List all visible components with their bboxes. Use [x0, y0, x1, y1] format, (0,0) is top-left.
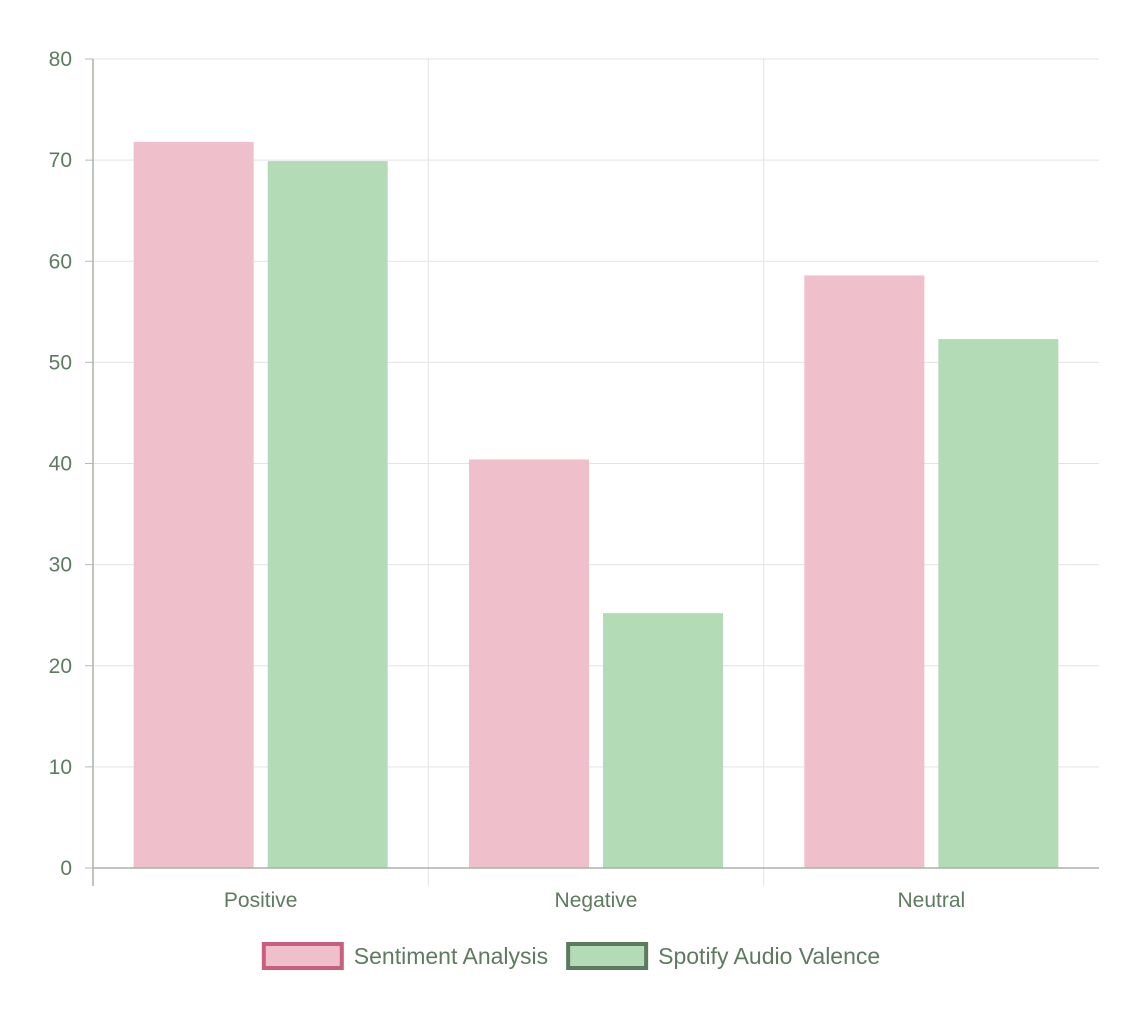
bar-spotify-audio-valence-neutral[interactable] — [938, 339, 1059, 869]
x-tick-label: Negative — [555, 889, 638, 912]
y-tick-label: 70 — [49, 149, 72, 172]
y-tick-label: 20 — [49, 655, 72, 678]
y-tick-label: 60 — [49, 250, 72, 273]
grid-layer — [93, 58, 1099, 886]
legend-swatch[interactable] — [566, 942, 649, 970]
bar-spotify-audio-valence-negative[interactable] — [603, 613, 723, 868]
bar-sentiment-analysis-positive[interactable] — [133, 141, 254, 869]
axes-layer — [85, 58, 1099, 886]
y-tick-label: 0 — [60, 857, 72, 880]
y-tick-label: 40 — [49, 453, 72, 476]
legend-label[interactable]: Sentiment Analysis — [354, 943, 548, 969]
bar-sentiment-analysis-neutral[interactable] — [804, 275, 925, 869]
labels-layer: 0 10 20 30 40 50 60 70 80 Positive Negative Neutral — [49, 48, 966, 912]
y-tick-label: 80 — [49, 48, 72, 71]
legend-label[interactable]: Spotify Audio Valence — [658, 943, 880, 969]
bars-layer — [133, 141, 1059, 869]
y-tick-label: 10 — [49, 756, 72, 779]
x-tick-label: Positive — [224, 889, 298, 912]
x-tick-label: Neutral — [897, 889, 965, 912]
legend[interactable]: Sentiment Analysis Spotify Audio Valence — [261, 942, 880, 970]
y-tick-label: 50 — [49, 351, 72, 374]
y-tick-label: 30 — [49, 554, 72, 577]
bar-sentiment-analysis-negative[interactable] — [469, 459, 589, 868]
bar-spotify-audio-valence-positive[interactable] — [267, 161, 388, 869]
legend-swatch[interactable] — [261, 942, 344, 970]
